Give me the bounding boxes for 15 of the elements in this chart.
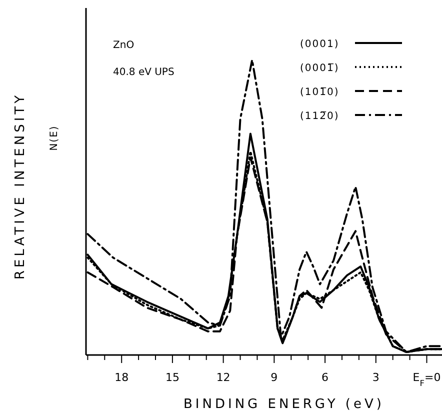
x-tick-label: 15	[165, 371, 180, 384]
x-tick-label: 9	[270, 371, 278, 384]
x-tick-label: 3	[372, 371, 380, 384]
legend-label: (0001̅)	[300, 63, 340, 74]
text: RELATIVE INTENSITY N(E)	[13, 92, 60, 280]
x-tick-label: E$_{F}$=0	[412, 371, 441, 388]
x-tick-label: 18	[114, 371, 129, 384]
x-axis-title: BINDING ENERGY (eV)	[184, 397, 384, 412]
x-tick-label: 6	[322, 371, 329, 384]
legend-label: (0001)	[300, 39, 340, 50]
legend-label: (101̅0)	[300, 87, 340, 98]
text: ZnO	[113, 40, 134, 51]
legend-label: (112̅0)	[300, 111, 340, 122]
annotation: 40.8 eV UPS	[113, 67, 174, 78]
x-tick-label: 12	[216, 371, 230, 384]
